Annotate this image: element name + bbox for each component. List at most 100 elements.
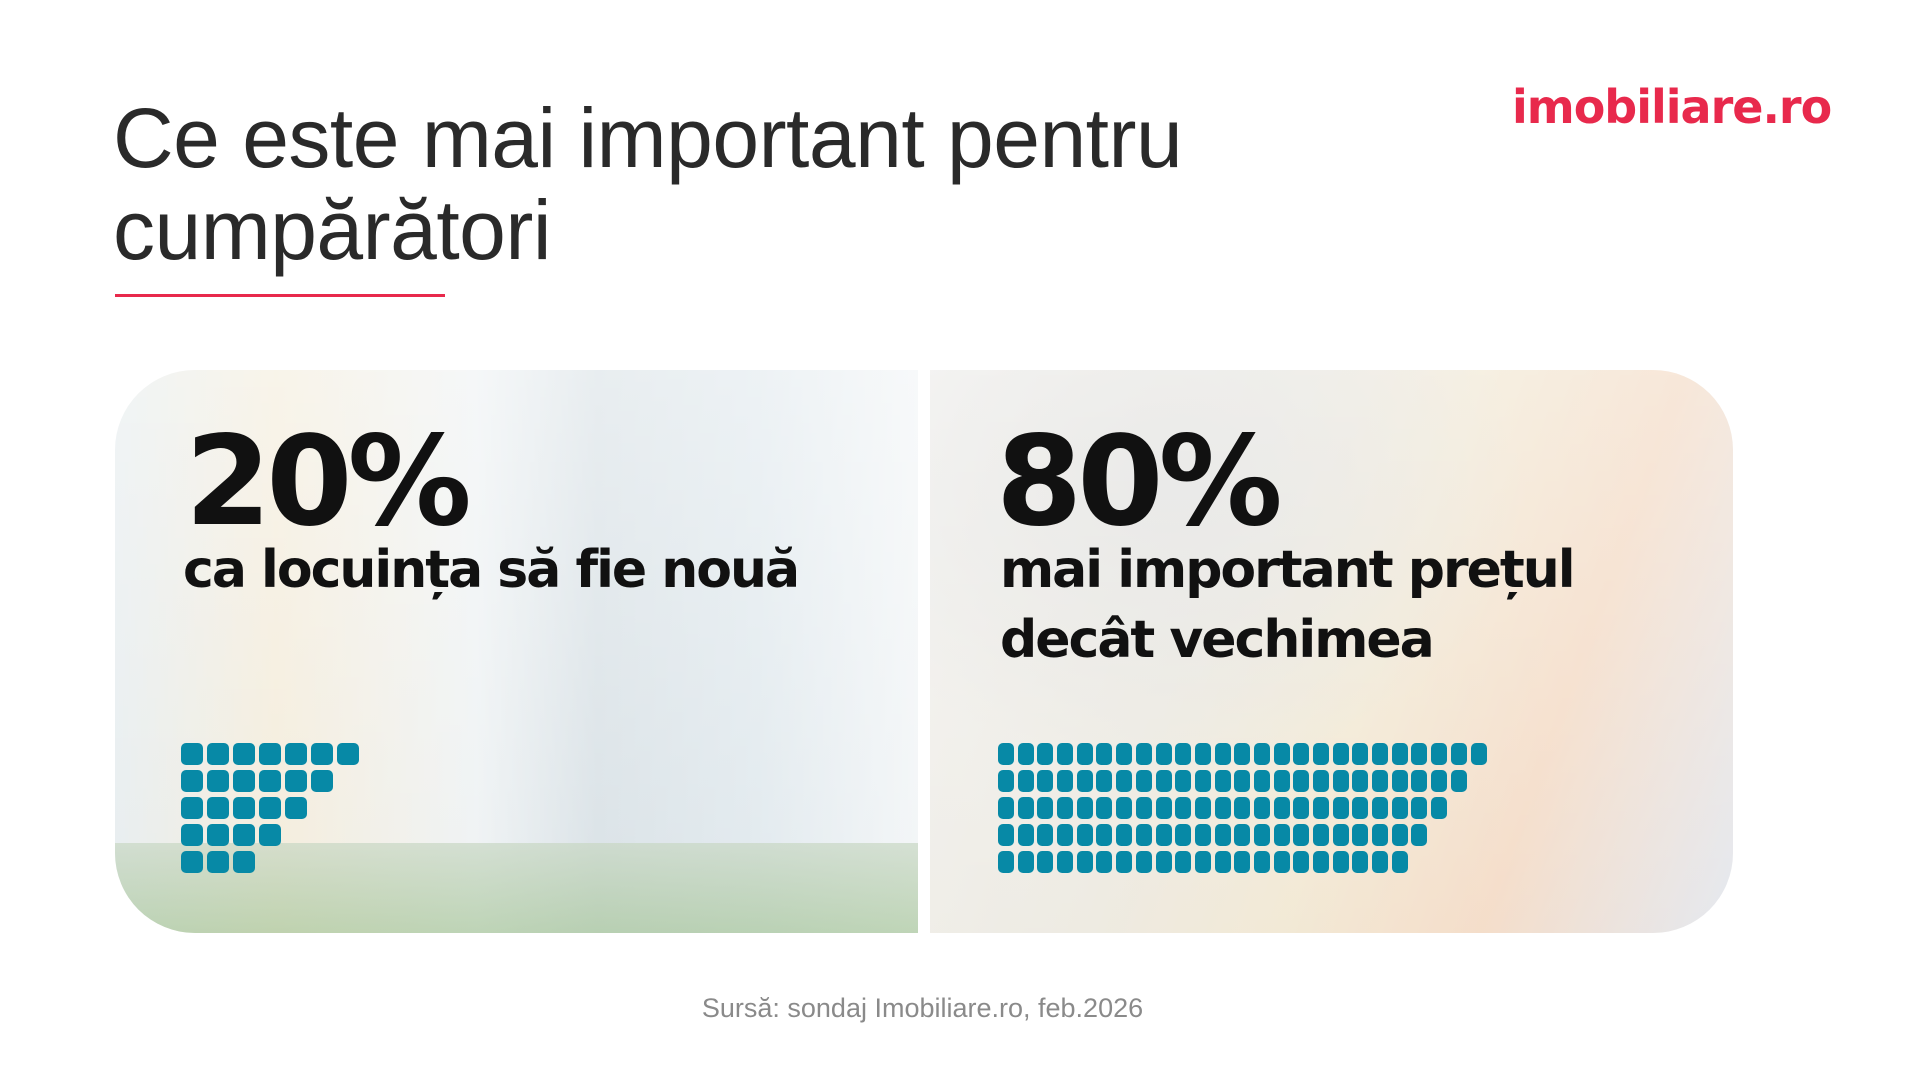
square	[1037, 743, 1054, 765]
square	[1332, 797, 1349, 819]
square	[1135, 770, 1152, 792]
square	[998, 743, 1014, 765]
square	[1450, 743, 1467, 765]
square	[1155, 743, 1172, 765]
square	[1372, 797, 1389, 819]
square	[1037, 851, 1054, 873]
square	[1253, 851, 1270, 873]
square	[1096, 824, 1113, 846]
square	[1253, 797, 1270, 819]
title-underline	[115, 294, 445, 297]
square	[311, 743, 333, 765]
square	[259, 743, 281, 765]
square	[1175, 797, 1192, 819]
square	[1391, 743, 1408, 765]
square	[1096, 851, 1113, 873]
square	[181, 851, 203, 873]
square	[1313, 797, 1329, 819]
square	[1273, 824, 1290, 846]
square-row	[181, 851, 363, 873]
square	[1076, 851, 1093, 873]
square	[1332, 743, 1349, 765]
square-row	[998, 851, 1490, 873]
square	[1273, 797, 1290, 819]
square	[1411, 797, 1428, 819]
square	[1372, 743, 1389, 765]
square	[1214, 851, 1231, 873]
square-row	[181, 743, 363, 765]
square	[1175, 770, 1192, 792]
square-row	[998, 743, 1490, 765]
square	[1194, 770, 1211, 792]
square	[1037, 797, 1054, 819]
square	[1155, 797, 1172, 819]
square	[1273, 851, 1290, 873]
square	[1411, 824, 1428, 846]
square	[1352, 824, 1369, 846]
square	[1096, 797, 1113, 819]
square	[1214, 797, 1231, 819]
square	[1313, 743, 1329, 765]
square	[1431, 770, 1448, 792]
stat-value: 20%	[185, 410, 472, 554]
square	[1017, 743, 1034, 765]
square	[1155, 770, 1172, 792]
square	[233, 851, 255, 873]
square	[1352, 851, 1369, 873]
square	[998, 770, 1014, 792]
square	[1234, 797, 1251, 819]
square	[998, 797, 1014, 819]
square	[1057, 770, 1074, 792]
square	[1214, 743, 1231, 765]
square	[1214, 770, 1231, 792]
square	[1017, 851, 1034, 873]
square	[207, 770, 229, 792]
square	[259, 824, 281, 846]
panel-price: 80% mai important prețul decât vechimea	[930, 370, 1733, 933]
square	[1313, 824, 1329, 846]
square	[1175, 824, 1192, 846]
square	[233, 770, 255, 792]
square	[1017, 770, 1034, 792]
square	[1332, 770, 1349, 792]
square	[1116, 743, 1133, 765]
square	[1037, 824, 1054, 846]
square	[1293, 770, 1310, 792]
square	[1293, 743, 1310, 765]
square	[1194, 851, 1211, 873]
square	[1214, 824, 1231, 846]
square	[285, 797, 307, 819]
square	[1431, 743, 1448, 765]
square	[233, 743, 255, 765]
square	[1116, 797, 1133, 819]
square	[1372, 824, 1389, 846]
square	[1234, 851, 1251, 873]
square	[1450, 770, 1467, 792]
square	[1273, 770, 1290, 792]
square	[1135, 743, 1152, 765]
stat-value: 80%	[996, 410, 1283, 554]
square	[233, 797, 255, 819]
square	[207, 743, 229, 765]
logo: imobiliare.ro	[1512, 80, 1832, 134]
square	[1431, 797, 1448, 819]
square	[1017, 824, 1034, 846]
page-title: Ce este mai important pentru cumpărători	[113, 91, 1183, 277]
square	[1194, 743, 1211, 765]
square	[1332, 851, 1349, 873]
square	[1313, 851, 1329, 873]
square	[1391, 797, 1408, 819]
square	[1313, 770, 1329, 792]
square	[1076, 797, 1093, 819]
square	[1017, 797, 1034, 819]
square-grid	[998, 743, 1490, 878]
square	[1293, 824, 1310, 846]
square-row	[181, 770, 363, 792]
square	[1116, 824, 1133, 846]
square	[1372, 770, 1389, 792]
square-row	[998, 797, 1490, 819]
square	[1135, 851, 1152, 873]
square-row	[998, 770, 1490, 792]
stat-label-line2: decât vechimea	[1000, 610, 1435, 670]
source-note: Sursă: sondaj Imobiliare.ro, feb.2026	[701, 993, 1144, 1023]
